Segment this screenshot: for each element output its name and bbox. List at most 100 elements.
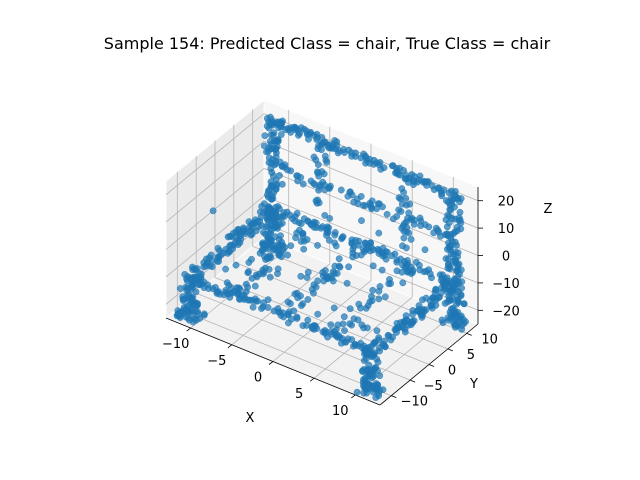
data-point <box>362 304 370 312</box>
data-point <box>319 178 327 186</box>
data-point <box>246 296 254 304</box>
data-point <box>435 294 443 302</box>
data-point <box>189 266 197 274</box>
data-point <box>267 131 275 139</box>
data-point <box>176 285 184 292</box>
data-point <box>376 372 384 380</box>
data-point <box>448 196 456 204</box>
data-point <box>278 219 286 227</box>
data-point <box>271 245 278 253</box>
data-point <box>458 284 466 292</box>
data-point <box>375 229 383 237</box>
data-point <box>281 163 289 171</box>
data-point <box>258 202 266 210</box>
data-point <box>287 167 295 175</box>
data-point <box>204 281 212 289</box>
data-point <box>399 279 407 287</box>
data-point <box>397 255 405 263</box>
data-point <box>215 288 222 296</box>
data-point <box>421 246 429 254</box>
data-point <box>447 231 455 238</box>
data-point <box>333 141 341 149</box>
data-point <box>285 308 293 316</box>
data-point <box>456 216 464 224</box>
y-tick-mark <box>466 332 472 336</box>
chart-title: Sample 154: Predicted Class = chair, Tru… <box>104 34 551 53</box>
data-point <box>358 217 365 225</box>
data-point <box>410 220 418 228</box>
data-point <box>405 174 413 182</box>
data-point <box>277 311 285 319</box>
data-point <box>332 326 340 334</box>
data-point <box>307 128 315 136</box>
data-point <box>349 249 357 257</box>
data-point <box>259 270 267 278</box>
data-point <box>405 229 413 237</box>
data-point <box>321 211 329 219</box>
x-tick-mark <box>186 327 191 332</box>
x-grid-line <box>231 126 331 346</box>
data-point <box>274 203 282 210</box>
data-point <box>371 339 378 347</box>
data-point <box>205 254 213 262</box>
data-point <box>284 251 292 259</box>
data-point <box>379 341 387 348</box>
data-point <box>265 254 273 262</box>
data-point <box>273 180 281 188</box>
data-point <box>223 279 231 287</box>
x-tick-mark <box>351 394 356 399</box>
data-point <box>395 206 403 214</box>
z-tick-label: 20 <box>498 195 515 210</box>
data-point <box>365 384 373 392</box>
data-point <box>420 268 428 276</box>
y-tick-mark <box>410 379 416 383</box>
data-point <box>432 286 440 294</box>
data-point <box>457 195 465 203</box>
data-point <box>266 273 274 281</box>
data-point <box>330 304 338 312</box>
data-point <box>444 211 452 219</box>
data-point <box>183 284 191 292</box>
data-point <box>310 179 317 187</box>
z-tick-label: −10 <box>492 277 519 292</box>
data-point <box>369 262 377 270</box>
data-point <box>337 186 345 194</box>
data-point <box>458 278 466 286</box>
data-point <box>197 270 205 278</box>
y-tick-label: 0 <box>448 364 456 379</box>
data-point <box>278 119 286 127</box>
data-point <box>222 265 230 273</box>
data-point <box>314 161 322 169</box>
data-point <box>250 219 258 227</box>
data-point <box>348 152 356 160</box>
data-point <box>391 250 399 258</box>
data-point <box>451 323 459 331</box>
data-point <box>339 146 347 154</box>
data-point <box>460 319 468 327</box>
data-point <box>265 265 273 273</box>
data-point <box>410 317 418 325</box>
data-point <box>376 283 384 290</box>
x-tick-label: 5 <box>295 387 303 402</box>
data-point <box>222 288 230 296</box>
data-point <box>369 286 377 294</box>
data-point <box>214 253 222 261</box>
data-point <box>256 249 264 257</box>
data-point <box>310 289 317 297</box>
data-point <box>380 164 388 172</box>
data-point <box>375 295 383 303</box>
y-tick-mark <box>391 395 397 399</box>
data-point <box>362 350 370 358</box>
data-point <box>393 168 401 175</box>
data-point <box>297 220 305 228</box>
data-point <box>292 234 300 242</box>
data-point <box>277 131 285 139</box>
data-point <box>398 322 406 330</box>
data-point <box>363 366 371 374</box>
data-point <box>345 263 353 271</box>
data-point <box>264 304 272 311</box>
data-point <box>234 290 242 298</box>
data-point <box>293 314 301 322</box>
y-tick-label: −5 <box>424 379 443 394</box>
